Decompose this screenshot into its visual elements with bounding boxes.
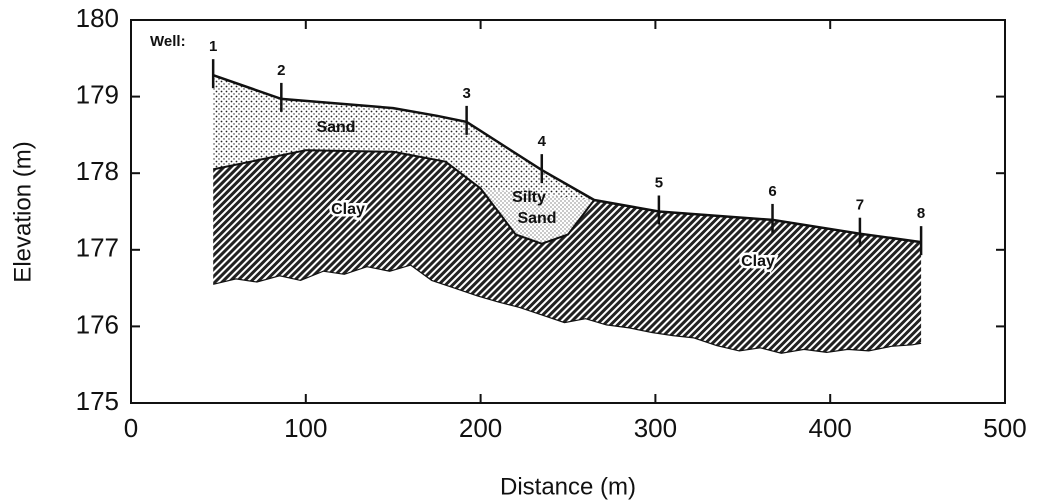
y-axis-label: Elevation (m) bbox=[9, 141, 36, 282]
y-tick-label: 180 bbox=[76, 3, 119, 33]
x-tick-label: 300 bbox=[634, 413, 677, 443]
y-tick-label: 179 bbox=[76, 79, 119, 109]
y-tick-label: 175 bbox=[76, 386, 119, 416]
x-axis-label: Distance (m) bbox=[500, 473, 636, 500]
x-tick-label: 200 bbox=[459, 413, 502, 443]
well-number: 2 bbox=[277, 62, 285, 79]
y-tick-label: 176 bbox=[76, 309, 119, 339]
x-tick-label: 100 bbox=[284, 413, 327, 443]
well-number: 3 bbox=[462, 85, 470, 102]
unit-label: Sand bbox=[517, 210, 556, 227]
fills bbox=[213, 75, 921, 353]
well-number: 8 bbox=[917, 205, 925, 222]
y-tick-label: 177 bbox=[76, 233, 119, 263]
well-number: 7 bbox=[856, 197, 864, 214]
y-tick-label: 178 bbox=[76, 156, 119, 186]
clay-fill bbox=[213, 150, 921, 353]
chart: Distance (m) Elevation (m) Well: 0 100 200… bbox=[0, 0, 1047, 503]
well-heading: Well: bbox=[150, 33, 186, 50]
well-number: 6 bbox=[768, 183, 776, 200]
x-tick-label: 0 bbox=[124, 413, 138, 443]
well-number: 1 bbox=[209, 38, 217, 55]
x-tick-label: 400 bbox=[809, 413, 852, 443]
well-number: 4 bbox=[538, 133, 547, 150]
unit-label: Clay bbox=[741, 253, 775, 270]
unit-label: Sand bbox=[316, 119, 355, 136]
well-number: 5 bbox=[655, 174, 663, 191]
x-tick-label: 500 bbox=[983, 413, 1026, 443]
unit-label: Clay bbox=[331, 201, 365, 218]
unit-label: Silty bbox=[512, 189, 546, 206]
